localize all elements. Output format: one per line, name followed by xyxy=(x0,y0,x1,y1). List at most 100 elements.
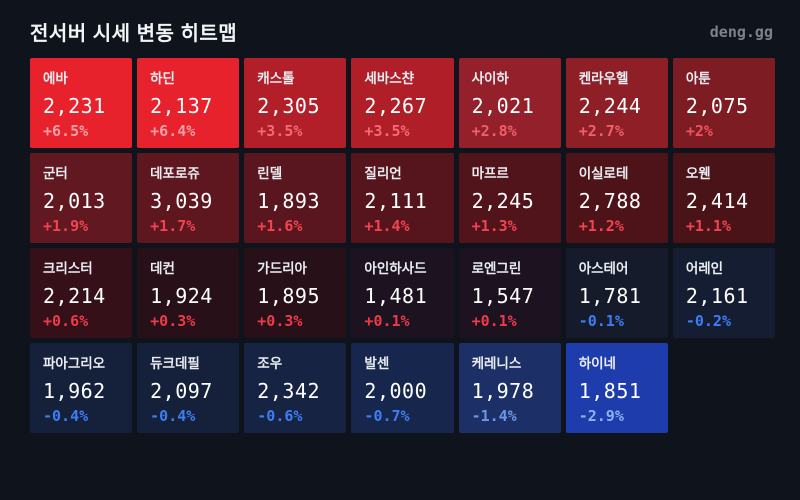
site-logo[interactable]: deng.gg xyxy=(709,22,773,41)
server-change-pct: +0.1% xyxy=(364,312,410,330)
heatmap-tile[interactable]: 발센 2,000 -0.7% xyxy=(351,343,454,433)
server-change-pct: -0.4% xyxy=(150,407,196,425)
server-name: 크리스터 xyxy=(43,261,93,276)
heatmap-tile[interactable]: 사이하 2,021 +2.8% xyxy=(458,58,561,148)
heatmap-tile[interactable]: 어레인 2,161 -0.2% xyxy=(672,248,775,338)
page-title: 전서버 시세 변동 히트맵 xyxy=(30,23,238,45)
server-price: 2,137 xyxy=(150,94,213,118)
server-price: 2,013 xyxy=(43,189,106,213)
server-name: 발센 xyxy=(364,356,390,371)
server-price: 2,267 xyxy=(364,94,428,118)
server-name: 하이네 xyxy=(578,356,616,371)
heatmap-tile[interactable]: 가드리아 1,895 +0.3% xyxy=(244,248,347,338)
heatmap-grid: 에바 2,231 +6.5% 하딘 2,137 +6.4% 캐스톨 2,305 +3.5% 세바스… xyxy=(30,58,775,433)
server-change-pct: +2.8% xyxy=(471,122,517,140)
server-change-pct: +6.4% xyxy=(150,122,196,140)
server-price: 2,414 xyxy=(685,189,749,213)
server-price: 3,039 xyxy=(150,189,213,213)
server-price: 1,851 xyxy=(578,379,642,403)
server-change-pct: +0.1% xyxy=(471,312,517,330)
server-change-pct: +3.5% xyxy=(257,122,303,140)
server-price: 1,978 xyxy=(471,379,535,403)
server-name: 로엔그린 xyxy=(471,261,522,276)
server-name: 에바 xyxy=(43,71,68,86)
heatmap-tile[interactable]: 오웬 2,414 +1.1% xyxy=(672,153,775,243)
server-change-pct: -1.4% xyxy=(471,407,517,425)
server-price: 1,781 xyxy=(578,284,642,308)
heatmap-tile[interactable]: 이실로테 2,788 +1.2% xyxy=(565,153,668,243)
server-name: 어레인 xyxy=(685,261,724,276)
heatmap-tile[interactable]: 아인하사드 1,481 +0.1% xyxy=(351,248,454,338)
heatmap-tile[interactable]: 질리언 2,111 +1.4% xyxy=(351,153,454,243)
server-name: 린델 xyxy=(257,166,283,181)
server-price: 2,342 xyxy=(257,379,320,403)
server-change-pct: +1.1% xyxy=(685,217,731,235)
server-name: 오웬 xyxy=(685,166,711,181)
server-price: 2,000 xyxy=(364,379,428,403)
server-name: 듀크데필 xyxy=(150,356,200,371)
server-price: 2,075 xyxy=(685,94,749,118)
server-change-pct: -0.4% xyxy=(43,407,89,425)
server-name: 군터 xyxy=(43,166,68,181)
heatmap-tile[interactable]: 데컨 1,924 +0.3% xyxy=(137,248,240,338)
server-name: 캐스톨 xyxy=(257,71,295,86)
server-price: 2,231 xyxy=(43,94,106,118)
heatmap-tile[interactable]: 크리스터 2,214 +0.6% xyxy=(30,248,133,338)
heatmap-tile[interactable]: 하이네 1,851 -2.9% xyxy=(565,343,668,433)
page-header: 전서버 시세 변동 히트맵 deng.gg xyxy=(0,0,800,58)
heatmap-tile[interactable]: 파아그리오 1,962 -0.4% xyxy=(30,343,133,433)
server-name: 마프르 xyxy=(471,166,509,181)
server-name: 아툰 xyxy=(685,71,711,86)
heatmap-tile[interactable]: 세바스챤 2,267 +3.5% xyxy=(351,58,454,148)
server-change-pct: +2.7% xyxy=(578,122,624,140)
heatmap-tile[interactable]: 마프르 2,245 +1.3% xyxy=(458,153,561,243)
heatmap-tile[interactable]: 에바 2,231 +6.5% xyxy=(30,58,133,148)
server-change-pct: +0.3% xyxy=(257,312,303,330)
server-name: 데포로쥬 xyxy=(150,166,200,181)
heatmap-tile[interactable]: 조우 2,342 -0.6% xyxy=(244,343,347,433)
server-name: 파아그리오 xyxy=(43,356,106,371)
server-change-pct: +1.7% xyxy=(150,217,196,235)
heatmap-tile[interactable]: 로엔그린 1,547 +0.1% xyxy=(458,248,561,338)
server-price: 2,021 xyxy=(471,94,535,118)
server-change-pct: -0.2% xyxy=(685,312,731,330)
server-price: 2,097 xyxy=(150,379,213,403)
server-name: 하딘 xyxy=(150,71,175,86)
server-change-pct: -0.6% xyxy=(257,407,303,425)
server-name: 데컨 xyxy=(150,261,175,276)
server-change-pct: -0.1% xyxy=(578,312,624,330)
heatmap-tile[interactable]: 듀크데필 2,097 -0.4% xyxy=(137,343,240,433)
server-price: 1,895 xyxy=(257,284,320,308)
server-name: 세바스챤 xyxy=(364,71,415,86)
server-price: 2,305 xyxy=(257,94,320,118)
server-name: 이실로테 xyxy=(578,166,629,181)
heatmap-tile[interactable]: 아툰 2,075 +2% xyxy=(672,58,775,148)
heatmap-tile[interactable]: 군터 2,013 +1.9% xyxy=(30,153,133,243)
server-change-pct: +0.6% xyxy=(43,312,89,330)
server-price: 1,962 xyxy=(43,379,106,403)
heatmap-tile[interactable]: 캐스톨 2,305 +3.5% xyxy=(244,58,347,148)
server-price: 2,244 xyxy=(578,94,642,118)
server-change-pct: +2% xyxy=(685,122,713,140)
heatmap-tile[interactable]: 데포로쥬 3,039 +1.7% xyxy=(137,153,240,243)
server-change-pct: -2.9% xyxy=(578,407,624,425)
heatmap-tile[interactable]: 케레니스 1,978 -1.4% xyxy=(458,343,561,433)
server-change-pct: +3.5% xyxy=(364,122,410,140)
heatmap-tile[interactable]: 하딘 2,137 +6.4% xyxy=(137,58,240,148)
server-name: 켄라우헬 xyxy=(578,71,629,86)
heatmap-tile[interactable]: 린델 1,893 +1.6% xyxy=(244,153,347,243)
heatmap-tile[interactable]: 켄라우헬 2,244 +2.7% xyxy=(565,58,668,148)
heatmap-tile[interactable]: 아스테어 1,781 -0.1% xyxy=(565,248,668,338)
server-name: 가드리아 xyxy=(257,261,307,276)
server-price: 2,788 xyxy=(578,189,642,213)
server-change-pct: +1.6% xyxy=(257,217,303,235)
server-price: 2,245 xyxy=(471,189,535,213)
server-price: 1,547 xyxy=(471,284,535,308)
server-price: 1,893 xyxy=(257,189,320,213)
server-name: 조우 xyxy=(257,356,283,371)
server-change-pct: +1.2% xyxy=(578,217,624,235)
server-name: 질리언 xyxy=(364,166,402,181)
server-name: 케레니스 xyxy=(471,356,522,371)
server-price: 1,924 xyxy=(150,284,213,308)
server-price: 2,111 xyxy=(364,189,428,213)
